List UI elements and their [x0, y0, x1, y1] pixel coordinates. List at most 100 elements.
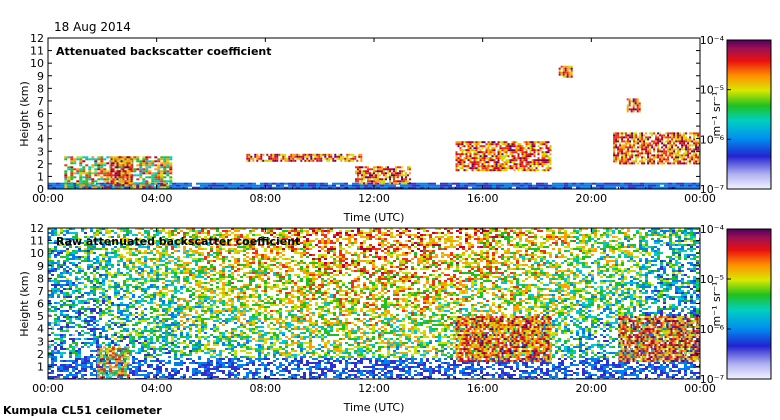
- heatmap-cell: [51, 340, 54, 342]
- heatmap-cell: [505, 153, 508, 156]
- heatmap-cell: [126, 232, 129, 234]
- heatmap-cell: [135, 242, 138, 244]
- heatmap-cell: [85, 178, 89, 181]
- heatmap-cell: [377, 170, 379, 173]
- heatmap-cell: [108, 232, 111, 234]
- heatmap-cell: [489, 153, 492, 156]
- heatmap-cell: [507, 145, 510, 148]
- heatmap-cell: [144, 258, 147, 260]
- heatmap-cell: [212, 186, 216, 189]
- heatmap-cell: [198, 272, 201, 274]
- heatmap-cell: [84, 278, 87, 280]
- heatmap-cell: [171, 246, 174, 248]
- heatmap-cell: [144, 374, 147, 376]
- heatmap-cell: [114, 338, 117, 340]
- heatmap-cell: [138, 320, 141, 322]
- heatmap-cell: [103, 162, 107, 165]
- heatmap-cell: [519, 163, 522, 166]
- heatmap-cell: [363, 172, 365, 175]
- heatmap-cell: [192, 240, 195, 242]
- heatmap-cell: [106, 174, 110, 177]
- heatmap-cell: [505, 143, 508, 146]
- heatmap-cell: [123, 294, 126, 296]
- heatmap-cell: [87, 362, 90, 364]
- heatmap-cell: [171, 256, 174, 258]
- heatmap-cell: [659, 148, 662, 151]
- heatmap-cell: [153, 346, 156, 348]
- heatmap-cell: [527, 161, 530, 164]
- heatmap-cell: [118, 174, 121, 177]
- heatmap-cell: [320, 184, 324, 187]
- heatmap-cell: [328, 157, 331, 160]
- heatmap-cell: [465, 141, 468, 144]
- heatmap-cell: [195, 318, 198, 320]
- heatmap-cell: [183, 266, 186, 268]
- heatmap-cell: [96, 266, 99, 268]
- heatmap-cell: [505, 169, 508, 172]
- heatmap-cell: [129, 230, 132, 232]
- heatmap-cell: [201, 326, 204, 328]
- heatmap-cell: [479, 155, 482, 158]
- heatmap-cell: [75, 276, 78, 278]
- heatmap-cell: [126, 228, 129, 230]
- heatmap-cell: [481, 157, 484, 160]
- heatmap-cell: [501, 159, 504, 162]
- heatmap-cell: [302, 157, 305, 160]
- heatmap-cell: [523, 167, 526, 170]
- heatmap-cell: [671, 136, 674, 139]
- heatmap-cell: [198, 258, 201, 260]
- heatmap-cell: [189, 336, 192, 338]
- heatmap-cell: [51, 296, 54, 298]
- heatmap-cell: [416, 186, 420, 189]
- heatmap-cell: [198, 342, 201, 344]
- heatmap-cell: [204, 366, 207, 368]
- heatmap-cell: [517, 155, 520, 158]
- heatmap-cell: [159, 354, 162, 356]
- heatmap-cell: [647, 150, 650, 153]
- heatmap-cell: [174, 262, 177, 264]
- heatmap-cell: [651, 154, 654, 157]
- heatmap-cell: [180, 310, 183, 312]
- heatmap-cell: [260, 155, 263, 158]
- heatmap-cell: [126, 252, 129, 254]
- heatmap-cell: [54, 232, 57, 234]
- heatmap-cell: [276, 186, 280, 189]
- heatmap-cell: [138, 240, 141, 242]
- heatmap-cell: [383, 170, 385, 173]
- heatmap-cell: [168, 262, 171, 264]
- heatmap-cell: [123, 230, 126, 232]
- heatmap-cell: [549, 163, 552, 166]
- heatmap-cell: [675, 158, 678, 161]
- heatmap-cell: [326, 159, 329, 162]
- heatmap-cell: [391, 176, 393, 179]
- heatmap-cell: [566, 69, 569, 72]
- heatmap-cell: [204, 364, 207, 366]
- heatmap-cell: [87, 260, 90, 262]
- heatmap-cell: [477, 169, 480, 172]
- heatmap-cell: [469, 141, 472, 144]
- heatmap-cell: [102, 326, 105, 328]
- heatmap-cell: [102, 300, 105, 302]
- heatmap-cell: [537, 157, 540, 160]
- heatmap-cell: [515, 141, 518, 144]
- heatmap-cell: [111, 328, 114, 330]
- heatmap-cell: [48, 264, 51, 266]
- heatmap-cell: [521, 151, 524, 154]
- heatmap-cell: [141, 262, 144, 264]
- heatmap-cell: [162, 256, 165, 258]
- heatmap-cell: [527, 141, 530, 144]
- heatmap-cell: [491, 141, 494, 144]
- heatmap-cell: [404, 184, 408, 187]
- heatmap-cell: [51, 344, 54, 346]
- heatmap-cell: [517, 163, 520, 166]
- heatmap-cell: [111, 318, 114, 320]
- heatmap-cell: [312, 182, 316, 185]
- heatmap-cell: [523, 157, 526, 160]
- heatmap-cell: [356, 182, 360, 185]
- heatmap-cell: [78, 310, 81, 312]
- heatmap-cell: [162, 364, 165, 366]
- heatmap-cell: [123, 310, 126, 312]
- heatmap-cell: [171, 248, 174, 250]
- heatmap-cell: [69, 356, 72, 358]
- heatmap-cell: [111, 310, 114, 312]
